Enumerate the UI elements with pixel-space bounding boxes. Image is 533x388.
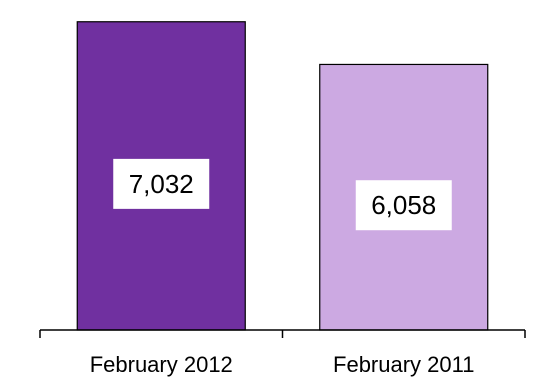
data-label-box [113,158,210,209]
labels-layer: 7,032 February 2012 6,058 February 2011 [90,158,474,377]
ticks-layer [39,330,526,338]
data-label: 6,058 [371,190,436,220]
x-tick-label: February 2011 [333,352,474,377]
data-label-box [355,180,452,231]
bars-layer [76,21,489,331]
data-label: 7,032 [129,169,194,199]
x-tick-label: February 2012 [90,352,233,377]
